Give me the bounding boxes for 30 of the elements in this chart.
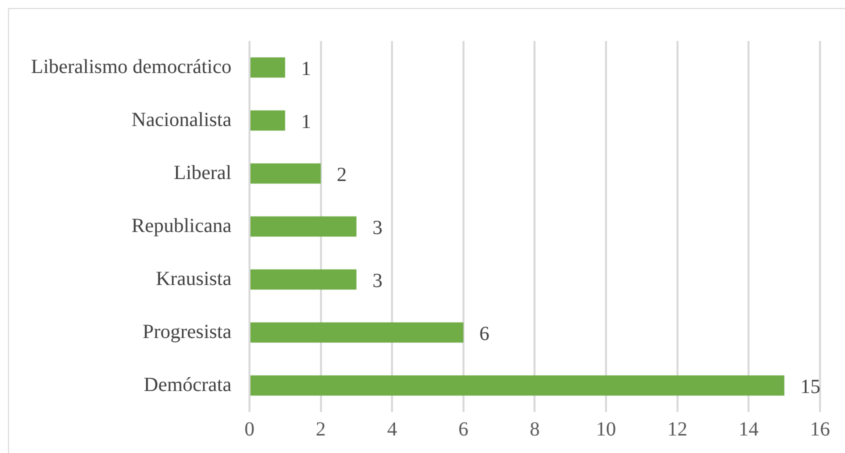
data-label: 3 [372, 270, 382, 292]
y-tick-label: Nacionalista [132, 108, 232, 131]
y-tick-label: Liberal [174, 162, 232, 184]
y-tick-label: Demócrata [144, 374, 232, 396]
x-tick-label: 2 [316, 418, 326, 440]
data-label: 1 [301, 58, 312, 80]
data-label: 1 [301, 110, 312, 133]
x-tick-label: 6 [458, 418, 468, 440]
y-tick-label: Krausista [156, 268, 232, 290]
data-label: 3 [372, 216, 382, 239]
x-tick-label: 12 [667, 418, 688, 440]
bar [250, 322, 464, 343]
x-tick-label: 10 [596, 418, 616, 440]
data-label: 2 [336, 164, 347, 186]
x-tick-label: 0 [244, 418, 254, 440]
x-tick-label: 14 [738, 418, 759, 440]
bar [250, 163, 321, 184]
x-tick-label: 16 [810, 418, 830, 440]
y-tick-label: Liberalismo democrático [30, 56, 232, 78]
data-label: 6 [479, 322, 490, 345]
y-tick-label: Republicana [132, 214, 232, 237]
bar [250, 269, 356, 290]
bar [250, 216, 356, 237]
x-tick-label: 4 [387, 418, 398, 440]
x-tick-label: 8 [530, 418, 540, 440]
bar [250, 375, 784, 396]
bar [250, 57, 286, 78]
bar [250, 110, 286, 131]
y-tick-label: Progresista [142, 320, 232, 343]
data-label: 15 [800, 376, 820, 398]
